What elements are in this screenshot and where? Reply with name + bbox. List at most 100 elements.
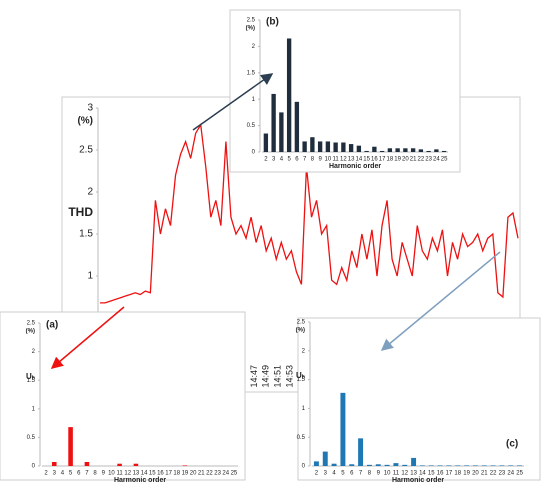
- y-tick-label: 0: [32, 464, 36, 470]
- x-tick-label: 10: [384, 471, 391, 477]
- x-tick-label: 24: [507, 471, 514, 477]
- x-tick-label: 18: [173, 471, 180, 477]
- bar: [271, 93, 276, 152]
- x-tick-label: 18: [454, 471, 461, 477]
- x-tick-label: 12: [401, 471, 408, 477]
- x-tick-label: 17: [165, 471, 172, 477]
- bar: [294, 101, 300, 152]
- thd-line: [100, 122, 519, 304]
- y-tick-label: 1.5: [247, 70, 256, 76]
- y-axis-label: THD: [68, 205, 93, 219]
- bar: [418, 149, 424, 152]
- y-tick-label: 2: [87, 187, 93, 198]
- x-tick-label: 21: [410, 157, 417, 163]
- y-axis-label: Uₕ: [26, 372, 35, 381]
- bar: [395, 148, 400, 152]
- x-tick-label: 16: [371, 157, 378, 163]
- bar: [364, 150, 369, 152]
- x-tick-label: 14: [419, 471, 426, 477]
- bar: [372, 146, 377, 152]
- x-tick-label: 20: [402, 157, 409, 163]
- bar: [517, 465, 523, 466]
- x-tick-label: 15: [149, 471, 156, 477]
- bar: [322, 451, 328, 466]
- x-tick-label: 19: [463, 471, 470, 477]
- y-tick-label: 1: [32, 406, 36, 412]
- x-tick-label: 2: [264, 157, 268, 163]
- bar: [313, 461, 319, 466]
- bar: [403, 148, 408, 152]
- x-tick-label: 25: [516, 471, 523, 477]
- bar: [402, 464, 408, 466]
- x-tick-label: 5: [69, 471, 73, 477]
- x-tick-label: 21: [481, 471, 488, 477]
- bar: [481, 465, 487, 466]
- x-tick-label: 4: [61, 471, 65, 477]
- arrow: [50, 306, 125, 369]
- bar: [508, 465, 514, 466]
- x-tick-label: 12: [340, 157, 347, 163]
- y-tick-label: 2.5: [247, 18, 256, 24]
- x-tick-label: 4: [332, 471, 336, 477]
- x-axis-label: Harmonic order: [329, 163, 381, 170]
- bar: [387, 148, 393, 152]
- panel-frame: [297, 317, 541, 481]
- x-tick-label: 20: [472, 471, 479, 477]
- x-tick-label: 6: [350, 471, 354, 477]
- bar: [464, 465, 470, 466]
- x-tick-label: 5: [287, 157, 291, 163]
- y-axis-label: Uₕ: [296, 371, 305, 380]
- bar: [426, 150, 431, 152]
- y-unit: (%): [77, 116, 93, 127]
- x-tick-label: 14: [141, 471, 148, 477]
- y-unit: (%): [26, 328, 35, 334]
- x-tick-label: 14:53: [284, 365, 294, 388]
- bar: [117, 463, 122, 466]
- bar: [366, 464, 372, 466]
- x-tick-label: 19: [394, 157, 401, 163]
- x-tick-label: 17: [446, 471, 453, 477]
- y-tick-label: 0: [252, 150, 256, 156]
- bar: [428, 465, 434, 466]
- bar: [348, 144, 354, 152]
- bar: [437, 465, 443, 466]
- y-unit: (%): [296, 327, 305, 333]
- x-tick-label: 6: [295, 157, 299, 163]
- bar: [358, 438, 364, 466]
- bar: [455, 465, 461, 466]
- x-axis-label: Harmonic order: [392, 477, 444, 484]
- bar: [51, 461, 57, 466]
- x-tick-label: 13: [133, 471, 140, 477]
- x-tick-label: 9: [318, 157, 322, 163]
- x-tick-label: 6: [77, 471, 81, 477]
- y-tick-label: 2: [32, 349, 36, 355]
- bar: [310, 137, 315, 152]
- inset-c: 00.511.522.5(%)Uₕ2 3 4 5 6 7 8 9 10 11 12 13 14 15 16 1…: [296, 317, 541, 484]
- x-tick-label: 3: [324, 471, 328, 477]
- inset-b: 00.511.522.5(%)2 3 4 5 6 7 8 9 10 11 12 13 14 15 16 17 1…: [229, 9, 461, 173]
- y-tick-label: 0.5: [27, 435, 36, 441]
- x-tick-label: 14:47: [249, 365, 259, 388]
- bar: [331, 463, 337, 466]
- x-tick-label: 24: [222, 471, 229, 477]
- x-tick-label: 8: [368, 471, 372, 477]
- bar: [333, 142, 338, 152]
- x-tick-label: 25: [231, 471, 238, 477]
- y-tick-label: 3: [87, 103, 93, 114]
- x-tick-label: 4: [280, 157, 284, 163]
- panel-label: (a): [46, 320, 58, 331]
- x-tick-label: 5: [341, 471, 345, 477]
- bar: [356, 145, 362, 152]
- y-tick-label: 0.5: [297, 435, 306, 441]
- y-tick-label: 2.5: [297, 320, 306, 326]
- bar: [499, 465, 505, 466]
- x-tick-label: 14:51: [273, 365, 283, 388]
- x-tick-label: 8: [93, 471, 97, 477]
- bar: [434, 149, 439, 152]
- bar: [446, 465, 452, 466]
- x-tick-label: 3: [53, 471, 57, 477]
- x-axis-label: Harmonic order: [114, 477, 166, 484]
- y-tick-label: 1.5: [27, 378, 36, 384]
- y-unit: (%): [246, 25, 255, 31]
- inset-a: 00.511.522.5(%)Uₕ2 3 4 5 6 7 8 9 10 11 12 13 14 15 16 1…: [0, 311, 246, 484]
